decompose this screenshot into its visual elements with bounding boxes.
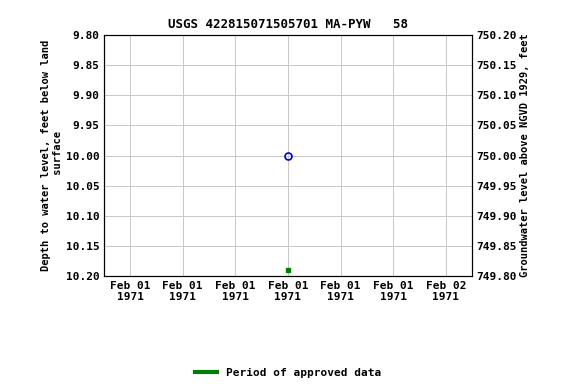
Title: USGS 422815071505701 MA-PYW   58: USGS 422815071505701 MA-PYW 58 (168, 18, 408, 31)
Legend: Period of approved data: Period of approved data (191, 363, 385, 382)
Y-axis label: Groundwater level above NGVD 1929, feet: Groundwater level above NGVD 1929, feet (520, 34, 530, 277)
Y-axis label: Depth to water level, feet below land
 surface: Depth to water level, feet below land su… (41, 40, 63, 271)
